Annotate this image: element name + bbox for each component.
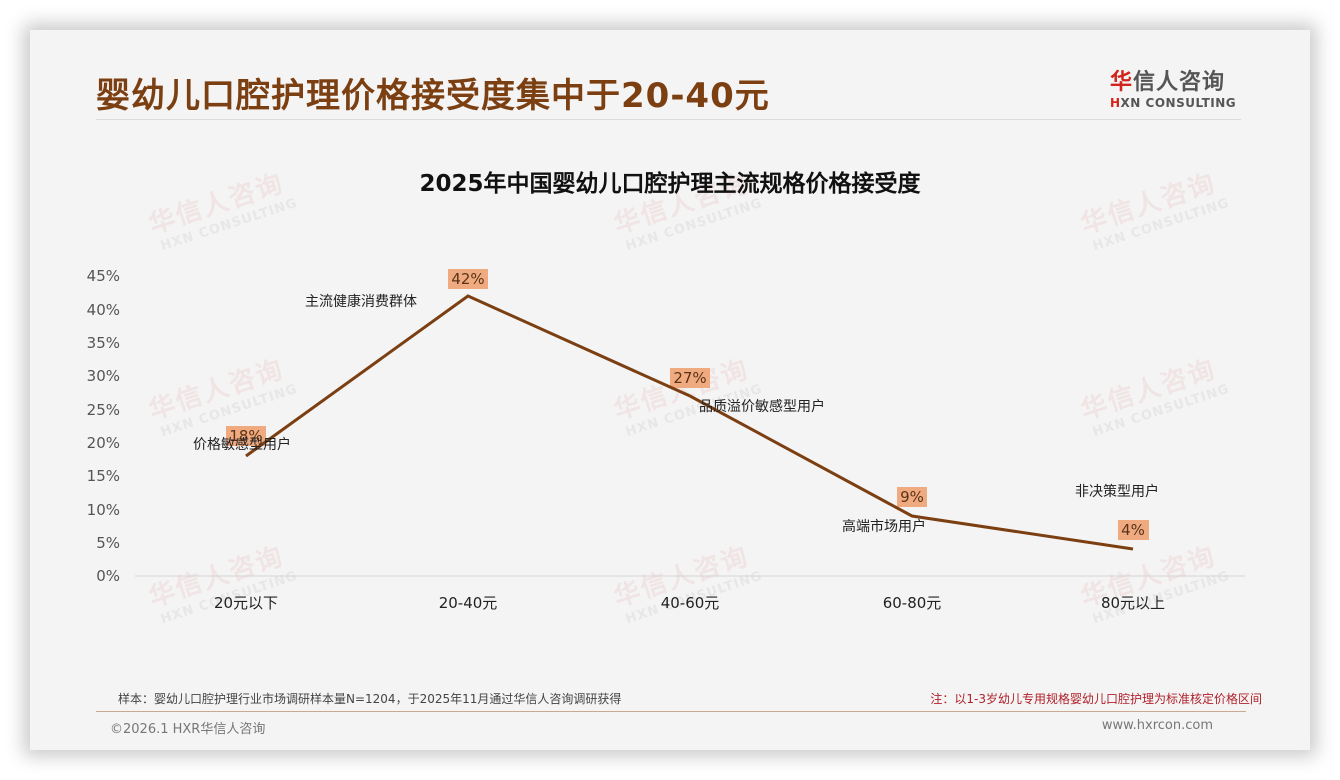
segment-annotation: 非决策型用户 [1075,483,1159,500]
y-tick: 0% [96,567,120,585]
value-label: 42% [451,270,484,288]
sample-note: 样本：婴幼儿口腔护理行业市场调研样本量N=1204，于2025年11月通过华信人… [118,692,622,706]
brand-logo: 华信人咨询 HXN CONSULTING [1110,64,1250,110]
series-line [245,294,1134,551]
x-tick: 40-60元 [661,594,720,612]
segment-annotation: 价格敏感型用户 [193,436,291,453]
copyright: ©2026.1 HXR华信人咨询 [110,722,266,737]
segment-annotation: 主流健康消费群体 [305,293,417,310]
value-label-bg [226,426,266,446]
x-tick: 20元以下 [214,594,278,612]
y-tick: 10% [87,501,120,519]
value-label: 18% [229,427,262,445]
title-divider [96,119,1241,120]
line-chart: 0% 5% 10% 15% 20% 25% 30% 35% 40% 45% 20… [87,267,1245,612]
logo-hua-char: 华 [1110,70,1134,95]
y-tick: 5% [96,534,120,552]
y-tick: 35% [87,334,120,352]
value-label: 4% [1121,521,1145,539]
y-tick: 40% [87,301,120,319]
value-label-bg [448,269,488,289]
footer-divider [96,711,1246,712]
logo-en-h: H [1110,96,1121,110]
value-label: 27% [673,369,706,387]
value-label-bg [1118,520,1149,540]
value-labels: 18% 42% 27% 9% 4% [226,269,1149,540]
y-tick: 15% [87,467,120,485]
y-tick: 20% [87,434,120,452]
y-axis: 0% 5% 10% 15% 20% 25% 30% 35% 40% 45% [87,267,120,585]
segment-annotations: 价格敏感型用户 主流健康消费群体 品质溢价敏感型用户 高端市场用户 非决策型用户 [193,293,1159,535]
value-label-bg [897,487,927,507]
logo-en-rest: XN CONSULTING [1120,96,1237,110]
x-tick: 60-80元 [883,594,942,612]
logo-cn-rest: 信人咨询 [1133,70,1226,95]
x-tick: 80元以上 [1101,594,1165,612]
value-label-bg [670,368,710,388]
slide: 婴幼儿口腔护理价格接受度集中于20-40元 华信人咨询 HXN CONSULTI… [30,30,1310,750]
x-tick: 20-40元 [439,594,498,612]
page-title: 婴幼儿口腔护理价格接受度集中于20-40元 [96,76,770,116]
website-link[interactable]: www.hxrcon.com [1101,718,1213,733]
spec-note: 注：以1-3岁幼儿专用规格婴幼儿口腔护理为标准核定价格区间 [930,692,1262,706]
logo-chinese: 华信人咨询 [1110,64,1250,96]
value-label: 9% [900,488,924,506]
chart-title: 2025年中国婴幼儿口腔护理主流规格价格接受度 [419,171,921,197]
y-tick: 30% [87,367,120,385]
segment-annotation: 品质溢价敏感型用户 [699,398,825,415]
segment-annotation: 高端市场用户 [842,518,926,535]
x-axis: 20元以下 20-40元 40-60元 60-80元 80元以上 [214,594,1165,612]
logo-english: HXN CONSULTING [1110,96,1250,110]
y-tick: 25% [87,401,120,419]
y-tick: 45% [87,267,120,285]
